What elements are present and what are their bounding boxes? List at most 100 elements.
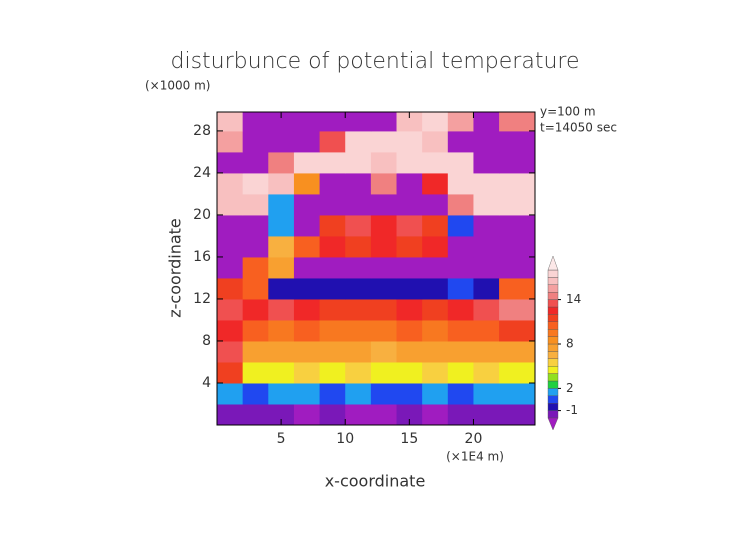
contour-cell — [370, 298, 398, 321]
x-unit: (×1E4 m) — [446, 450, 504, 464]
colorbar-box — [547, 343, 559, 352]
contour-cell — [422, 340, 449, 363]
contour-cell — [499, 172, 536, 195]
contour-cell — [242, 382, 269, 405]
contour-cell — [217, 319, 244, 342]
contour-cell — [370, 319, 398, 342]
contour-cell — [293, 382, 321, 405]
chart-title: disturbunce of potential temperature — [171, 49, 580, 74]
plot-frame — [216, 111, 536, 426]
contour-cell — [293, 130, 321, 153]
contour-cell — [447, 112, 474, 132]
contour-cell — [473, 130, 500, 153]
contour-cell — [370, 151, 398, 174]
colorbar-under — [547, 417, 559, 431]
contour-cell — [396, 361, 423, 384]
y-tick-label: 16 — [193, 249, 211, 265]
contour-cell — [268, 130, 295, 153]
contour-cell — [319, 298, 346, 321]
colorbar-box — [547, 358, 559, 367]
contour-cell — [422, 319, 449, 342]
colorbar-box — [547, 299, 559, 308]
contour-cell — [370, 130, 398, 153]
contour-cell — [217, 256, 244, 279]
contour-cell — [345, 214, 372, 237]
colorbar-box — [547, 395, 559, 404]
contour-cell — [447, 214, 474, 237]
contour-cell — [473, 277, 500, 300]
contour-cell — [217, 382, 244, 405]
contour-cell — [217, 214, 244, 237]
colorbar-box — [547, 403, 559, 411]
contour-cell — [217, 361, 244, 384]
annotation: y=100 m — [540, 105, 596, 119]
contour-cell — [345, 130, 372, 153]
contour-cell — [268, 319, 295, 342]
contour-cell — [396, 235, 423, 258]
contour-cell — [242, 403, 269, 426]
contour-cell — [447, 382, 474, 405]
colorbar-box — [547, 329, 559, 337]
contour-cell — [422, 256, 449, 279]
contour-cell — [473, 112, 500, 132]
contour-cell — [268, 277, 295, 300]
y-tick-label: 28 — [193, 123, 211, 139]
contour-cell — [473, 214, 500, 237]
contour-cell — [422, 112, 449, 132]
contour-cell — [473, 193, 500, 216]
contour-cell — [293, 151, 321, 174]
contour-cell — [447, 340, 474, 363]
contour-cell — [293, 256, 321, 279]
contour-cell — [473, 172, 500, 195]
x-tick-label: 5 — [277, 431, 286, 447]
contour-cell — [447, 277, 474, 300]
contour-cell — [319, 112, 346, 132]
contour-cell — [370, 403, 398, 426]
contour-cell — [499, 235, 536, 258]
contour-cell — [396, 214, 423, 237]
contour-cell — [396, 130, 423, 153]
contour-cell — [319, 235, 346, 258]
contour-cell — [242, 361, 269, 384]
contour-cell — [422, 214, 449, 237]
contour-cell — [473, 319, 500, 342]
colorbar-box — [547, 292, 559, 300]
contour-cell — [447, 130, 474, 153]
contour-cell — [242, 214, 269, 237]
contour-cell — [242, 340, 269, 363]
contour-cell — [268, 172, 295, 195]
contour-cell — [499, 130, 536, 153]
contour-cell — [396, 403, 423, 426]
contour-cell — [422, 361, 449, 384]
contour-cell — [217, 130, 244, 153]
contour-cell — [499, 256, 536, 279]
colorbar-box — [547, 284, 559, 293]
contour-cell — [242, 319, 269, 342]
contour-cell — [319, 172, 346, 195]
contour-cell — [473, 361, 500, 384]
contour-cell — [268, 193, 295, 216]
contour-cell — [499, 319, 536, 342]
contour-cell — [293, 112, 321, 132]
contour-cell — [345, 256, 372, 279]
colorbar-label: 14 — [566, 292, 581, 306]
contour-cell — [370, 361, 398, 384]
x-tick-label: 10 — [336, 431, 354, 447]
contour-cell — [293, 340, 321, 363]
contour-cell — [447, 172, 474, 195]
contour-cell — [473, 256, 500, 279]
contour-cell — [319, 382, 346, 405]
contour-cell — [422, 151, 449, 174]
contour-cell — [293, 214, 321, 237]
contour-cell — [447, 256, 474, 279]
contour-cell — [499, 151, 536, 174]
contour-cell — [242, 256, 269, 279]
contour-cell — [370, 235, 398, 258]
contour-cell — [319, 277, 346, 300]
contour-cell — [293, 319, 321, 342]
contour-cell — [499, 340, 536, 363]
y-tick-label: 24 — [193, 165, 211, 181]
contour-cell — [422, 172, 449, 195]
contour-cell — [293, 235, 321, 258]
